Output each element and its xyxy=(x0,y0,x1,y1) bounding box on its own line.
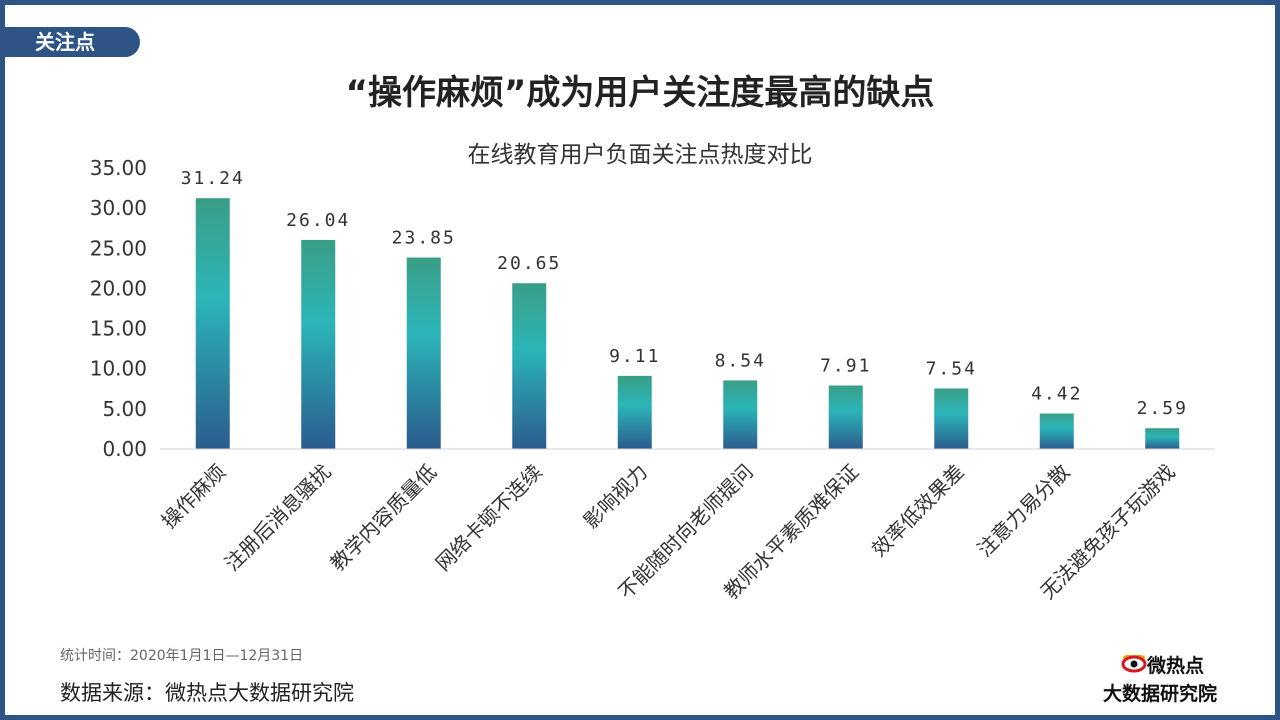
value-labels: 31.24 26.04 23.85 20.65 9.11 8.54 7.91 7.54 4.42… xyxy=(181,168,1188,419)
x-tick-label: 注册后消息骚扰 xyxy=(220,460,336,576)
bar-value-label: 26.04 xyxy=(286,210,350,231)
bar xyxy=(934,388,969,449)
section-tag: 关注点 xyxy=(5,27,140,57)
bar-value-label: 2.59 xyxy=(1137,398,1188,419)
bar-value-label: 9.11 xyxy=(609,346,660,367)
bar-value-label: 7.54 xyxy=(926,358,977,379)
bar-value-label: 31.24 xyxy=(181,168,245,189)
bar xyxy=(828,385,863,449)
bar-series xyxy=(195,198,1180,449)
bar xyxy=(617,375,652,449)
weiredian-logo: 微热点 大数据研究院 xyxy=(1095,651,1245,709)
eye-logo-icon xyxy=(1121,655,1147,673)
statistics-period: 统计时间：2020年1月1日—12月31日 xyxy=(60,648,304,664)
y-tick-label: 15.00 xyxy=(90,317,147,341)
bar-chart: 0.00 5.00 10.00 15.00 20.00 25.00 30.00 35.00 3… xyxy=(90,156,1215,604)
bar-value-label: 8.54 xyxy=(715,350,766,371)
x-tick-label: 操作麻烦 xyxy=(157,460,231,534)
bar xyxy=(1039,413,1074,449)
x-tick-label: 影响视力 xyxy=(579,460,653,534)
x-tick-label: 教学内容质量低 xyxy=(325,460,441,576)
x-tick-label: 效率低效果差 xyxy=(867,460,969,562)
y-tick-label: 30.00 xyxy=(90,196,147,220)
bar xyxy=(512,283,547,449)
chart-title: 在线教育用户负面关注点热度对比 xyxy=(467,142,813,168)
y-tick-label: 0.00 xyxy=(102,437,147,461)
page-title: “操作麻烦”成为用户关注度最高的缺点 xyxy=(345,73,935,113)
bar xyxy=(195,198,230,449)
y-tick-label: 5.00 xyxy=(102,397,147,421)
data-source: 数据来源：微热点大数据研究院 xyxy=(60,681,354,705)
bar xyxy=(1145,428,1180,449)
bar xyxy=(406,257,441,449)
y-tick-label: 25.00 xyxy=(90,236,147,260)
x-tick-label: 注意力易分散 xyxy=(972,460,1074,562)
x-tick-label: 网络卡顿不连续 xyxy=(431,460,547,576)
y-tick-label: 20.00 xyxy=(90,276,147,300)
y-tick-label: 10.00 xyxy=(90,357,147,381)
logo-brand-text: 微热点 xyxy=(1147,655,1205,677)
bar-value-label: 4.42 xyxy=(1031,384,1082,405)
y-axis: 0.00 5.00 10.00 15.00 20.00 25.00 30.00 35.00 xyxy=(90,156,147,461)
logo-institute-text: 大数据研究院 xyxy=(1103,683,1218,705)
bar-value-label: 20.65 xyxy=(497,253,561,274)
bar xyxy=(301,239,336,449)
slide: 关注点 “操作麻烦”成为用户关注度最高的缺点 在线教育用户负面关注点热度对比 0… xyxy=(5,5,1275,715)
y-tick-label: 35.00 xyxy=(90,156,147,180)
bar xyxy=(723,380,758,449)
bar-value-label: 7.91 xyxy=(820,355,871,376)
bar-value-label: 23.85 xyxy=(392,228,456,249)
